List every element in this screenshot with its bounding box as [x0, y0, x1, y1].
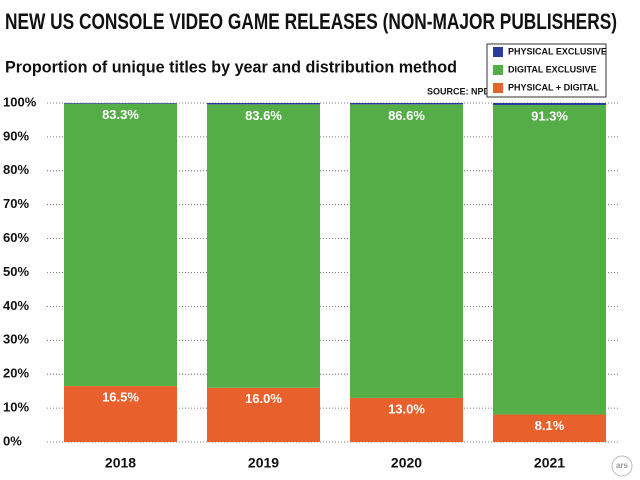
data-label: 83.6%	[245, 108, 282, 123]
bar-segment	[207, 387, 320, 442]
data-label: 13.0%	[388, 401, 425, 416]
legend-swatch	[493, 65, 503, 75]
source: SOURCE: NPD	[427, 86, 491, 96]
logo-ring	[611, 455, 633, 477]
x-tick-label: 2021	[534, 455, 565, 471]
y-tick-label: 50%	[3, 264, 29, 279]
legend-label: DIGITAL EXCLUSIVE	[508, 64, 597, 74]
y-tick-label: 20%	[3, 366, 29, 381]
bar-segment	[350, 103, 463, 105]
bar-segment	[493, 105, 606, 415]
bar-segment	[207, 103, 320, 105]
bar-segment	[350, 397, 463, 442]
legend-swatch	[493, 83, 503, 93]
data-label: 83.3%	[102, 107, 139, 122]
bar-segment	[64, 103, 177, 104]
logo: ars	[616, 461, 629, 470]
legend-swatch	[493, 47, 503, 57]
bar-segment	[493, 103, 606, 106]
data-label: 86.6%	[388, 108, 425, 123]
bar-segment	[64, 386, 177, 442]
x-tick-label: 2020	[391, 455, 422, 471]
data-label: 8.1%	[535, 418, 565, 433]
bar-segment	[207, 104, 320, 388]
y-tick-label: 0%	[3, 433, 22, 448]
y-tick-label: 30%	[3, 332, 29, 347]
y-tick-label: 40%	[3, 298, 29, 313]
x-tick-label: 2018	[105, 455, 136, 471]
data-label: 16.5%	[102, 390, 139, 405]
data-label: 16.0%	[245, 391, 282, 406]
bar-segment	[350, 104, 463, 398]
legend-label: PHYSICAL EXCLUSIVE	[508, 46, 607, 56]
chart-title: NEW US CONSOLE VIDEO GAME RELEASES (NON-…	[5, 9, 617, 34]
bar-segment	[64, 103, 177, 387]
y-tick-label: 80%	[3, 162, 29, 177]
y-tick-label: 60%	[3, 230, 29, 245]
y-tick-label: 10%	[3, 400, 29, 415]
y-tick-label: 70%	[3, 196, 29, 211]
y-tick-label: 100%	[3, 94, 37, 109]
data-label: 91.3%	[531, 108, 568, 123]
legend-label: PHYSICAL + DIGITAL	[508, 82, 599, 92]
y-tick-label: 90%	[3, 128, 29, 143]
legend-box	[486, 43, 607, 98]
chart-subtitle: Proportion of unique titles by year and …	[5, 57, 457, 76]
x-tick-label: 2019	[248, 455, 279, 471]
bar-segment	[493, 414, 606, 442]
